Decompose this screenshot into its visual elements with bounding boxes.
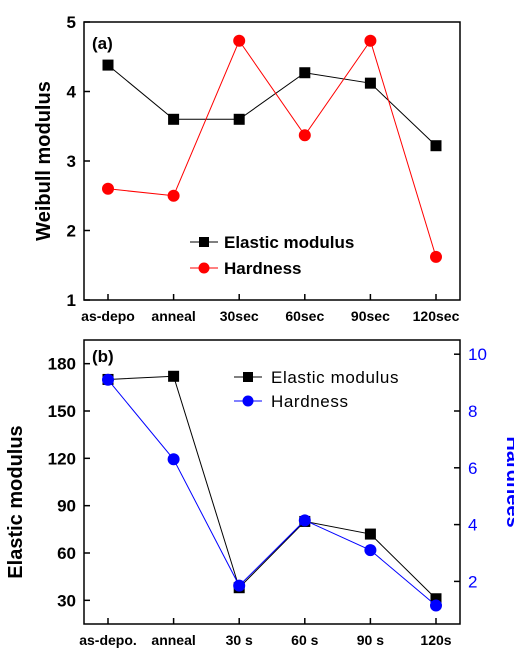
panel-b-right-y-tick-label: 4	[468, 516, 477, 535]
panel-b-elastic-modulus-point	[364, 528, 376, 540]
panel-a-hardness-point	[233, 34, 246, 47]
panel-b-y-tick-label: 90	[57, 497, 76, 516]
panel-b-series	[102, 370, 442, 612]
panel-b-frame	[83, 339, 461, 625]
panel-a-x-tick-label: 120sec	[413, 308, 460, 324]
panel-a-y-tick-label: 5	[67, 13, 76, 32]
panel-b-x-tick-label: 120s	[420, 632, 451, 648]
panel-a-elastic-modulus-point	[430, 140, 442, 152]
panel-a-x-ticks: as-depo anneal 30sec 60sec 90sec 120sec	[81, 294, 460, 324]
panel-b-hardness-point	[430, 599, 442, 612]
panel-a-legend: Elastic modulus Hardness	[190, 233, 354, 278]
panel-a-x-tick-label: 30sec	[220, 308, 259, 324]
panel-a-x-tick-label: anneal	[151, 308, 195, 324]
panel-a-series	[102, 34, 442, 263]
panel-a-elastic-modulus-point	[364, 77, 376, 89]
panel-b-x-ticks: as-depo. anneal 30 s 60 s 90 s 120s	[79, 618, 452, 648]
panel-a-elastic-modulus-point	[102, 59, 114, 71]
panel-b-hardness-point	[102, 373, 114, 386]
panel-a-hardness-point	[364, 34, 377, 47]
panel-a-hardness-point	[430, 250, 442, 263]
panel-b-y-tick-label: 30	[57, 591, 76, 610]
panel-a-hardness-line	[107, 39, 437, 258]
legend-b-hardness-marker	[242, 395, 254, 407]
panel-b-y-tick-label: 150	[48, 402, 76, 421]
panel-a-y-tick-label: 2	[67, 222, 76, 241]
panel-a-x-tick-label: as-depo	[81, 308, 135, 324]
panel-b-right-y-tick-label: 6	[468, 459, 477, 478]
panel-b-y-ticks: 30 60 90 120 150 180	[48, 355, 90, 610]
panel-b-right-y-tick-label: 8	[468, 402, 477, 421]
panel-b-label: (b)	[92, 347, 114, 366]
panel-b-x-tick-label: as-depo.	[79, 632, 137, 648]
panel-a-elastic-modulus-point	[233, 113, 245, 125]
panel-b-y-tick-label: 120	[48, 449, 76, 468]
panel-b-hardness-point	[298, 514, 311, 527]
panel-a-elastic-modulus-point	[168, 113, 180, 125]
panel-b-legend: Elastic modulus Hardness	[234, 368, 399, 411]
panel-b-right-y-tick-label: 2	[468, 572, 477, 591]
panel-a-label: (a)	[92, 34, 113, 53]
panel-b: (b) Elastic modulus Hardnees 30 60 90 120 15…	[5, 339, 514, 648]
panel-b-y-axis-label: Elastic modulus	[5, 425, 27, 578]
legend-b-elastic-label: Elastic modulus	[271, 368, 399, 387]
panel-a-x-tick-label: 60sec	[285, 308, 324, 324]
panel-a-elastic-modulus-point	[299, 67, 311, 79]
panel-b-y-tick-label: 180	[48, 355, 76, 374]
panel-b-elastic-modulus-line	[107, 375, 437, 600]
panel-b-hardness-point	[167, 453, 180, 466]
panel-b-x-tick-label: 60 s	[291, 632, 318, 648]
panel-b-x-tick-label: 90 s	[357, 632, 384, 648]
panel-b-hardness-line	[107, 379, 437, 606]
legend-b-elastic-marker	[243, 372, 253, 382]
panel-b-x-tick-label: anneal	[151, 632, 195, 648]
legend-b-hardness-label: Hardness	[271, 392, 349, 411]
legend-a-elastic-marker	[199, 237, 209, 247]
panel-b-elastic-modulus-point	[168, 370, 180, 382]
legend-a-hardness-marker	[198, 262, 210, 274]
panel-b-elastic-modulus-point	[430, 593, 442, 605]
panel-b-right-y-tick-label: 10	[468, 345, 487, 364]
legend-a-hardness-label: Hardness	[224, 259, 301, 278]
panel-a-y-ticks: 1 2 3 4 5	[67, 13, 90, 310]
panel-a-hardness-point	[298, 129, 311, 142]
panel-a-y-axis-label: Weibull modulus	[33, 81, 55, 241]
panel-b-y-tick-label: 60	[57, 544, 76, 563]
panel-a-hardness-point	[102, 182, 114, 195]
panel-a-y-tick-label: 4	[67, 83, 77, 102]
panel-a-elastic-modulus-line	[107, 64, 437, 147]
panel-b-hardness-point	[364, 544, 377, 557]
panel-a-hardness-point	[167, 189, 180, 202]
panel-a-x-tick-label: 90sec	[351, 308, 390, 324]
panel-a-y-tick-label: 1	[67, 291, 76, 310]
panel-b-right-axis-label: Hardnees	[502, 436, 514, 527]
panel-a-y-tick-label: 3	[67, 152, 76, 171]
legend-a-elastic-label: Elastic modulus	[224, 233, 354, 252]
panel-a: (a) Weibull modulus 1 2 3 4 5 as-depo anneal 3…	[33, 13, 461, 324]
panel-b-right-y-ticks: 2 4 6 8 10	[454, 345, 487, 591]
panel-b-hardness-point	[233, 579, 246, 592]
panel-b-x-tick-label: 30 s	[226, 632, 253, 648]
